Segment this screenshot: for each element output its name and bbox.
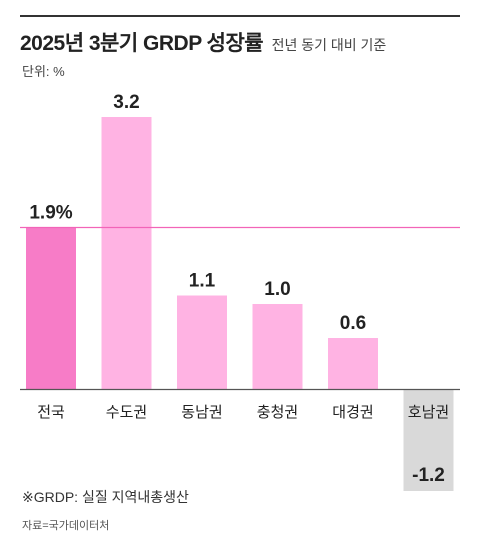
source-note: 자료=국가데이터처 bbox=[22, 520, 110, 532]
value-label-3: 1.1 bbox=[189, 271, 216, 292]
bar-4 bbox=[252, 304, 303, 389]
value-label-5: 0.6 bbox=[340, 313, 366, 334]
category-label-1: 전국 bbox=[37, 404, 65, 421]
category-label-4: 충청권 bbox=[257, 404, 298, 421]
unit-label: 단위: % bbox=[22, 64, 65, 79]
value-label-2: 3.2 bbox=[113, 92, 139, 113]
footnote: ※GRDP: 실질 지역내총생산 bbox=[22, 489, 189, 505]
bar-3 bbox=[177, 295, 227, 389]
bar-6 bbox=[403, 389, 454, 491]
chart-title: 2025년 3분기 GRDP 성장률 bbox=[20, 32, 264, 55]
category-label-6: 호남권 bbox=[408, 404, 449, 421]
category-label-2: 수도권 bbox=[106, 404, 147, 421]
category-label-5: 대경권 bbox=[332, 404, 373, 421]
category-label-3: 동남권 bbox=[181, 404, 222, 421]
chart-subtitle: 전년 동기 대비 기준 bbox=[271, 37, 387, 53]
bar-1 bbox=[26, 227, 76, 389]
bar-5 bbox=[328, 338, 378, 389]
value-label-6: -1.2 bbox=[412, 465, 445, 486]
value-label-4: 1.0 bbox=[264, 279, 290, 300]
top-rule bbox=[20, 15, 460, 17]
value-label-1: 1.9% bbox=[29, 203, 72, 224]
bar-2 bbox=[101, 117, 152, 389]
title-row: 2025년 3분기 GRDP 성장률 전년 동기 대비 기준 bbox=[20, 27, 386, 57]
